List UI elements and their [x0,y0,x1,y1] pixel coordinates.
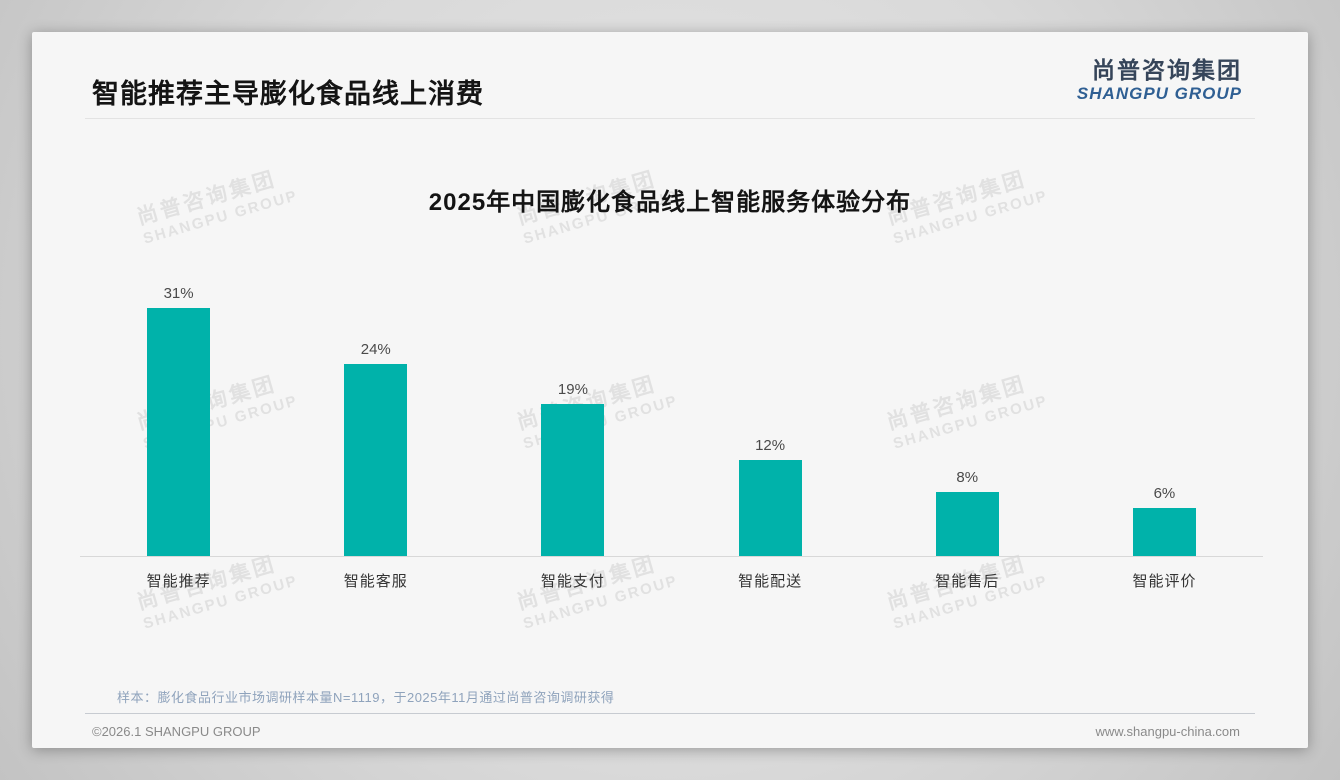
bar-group: 6% [1066,485,1263,556]
category-axis: 智能推荐 智能客服 智能支付 智能配送 智能售后 智能评价 [80,570,1263,591]
bar-value-label: 19% [557,381,588,398]
bar-value-label: 31% [163,285,194,302]
chart-title: 2025年中国膨化食品线上智能服务体验分布 [428,189,912,216]
bar [147,308,211,556]
copyright-text: ©2026.1 SHANGPU GROUP [92,724,261,739]
bar [344,364,408,556]
category-label: 智能客服 [343,573,408,590]
category-label: 智能支付 [540,573,605,590]
bar-chart-plot-area: 31% 24% 19% 12% 8% 6% [80,272,1263,557]
logo-chinese-text: 尚普咨询集团 [1092,57,1242,83]
bar-group: 24% [277,341,474,556]
category-label: 智能售后 [935,573,1000,590]
logo-english-text: SHANGPU GROUP [1076,84,1242,104]
slide-card: 智能推荐主导膨化食品线上消费 尚普咨询集团 SHANGPU GROUP 尚普咨询… [32,32,1308,748]
bar-value-label: 6% [1153,485,1176,502]
bar-value-label: 12% [755,437,786,454]
bar-group: 12% [672,437,869,556]
category-label: 智能评价 [1132,573,1197,590]
footer-divider [85,713,1255,714]
bar [1132,508,1196,556]
company-logo: 尚普咨询集团 SHANGPU GROUP [1076,57,1242,104]
bar [541,404,605,556]
bar-group: 31% [80,285,277,556]
bar [935,492,999,556]
page-title: 智能推荐主导膨化食品线上消费 [92,79,484,109]
bar-group: 19% [474,381,671,556]
bar-group: 8% [869,469,1066,556]
website-url: www.shangpu-china.com [1095,724,1240,739]
category-label: 智能推荐 [146,573,211,590]
category-label: 智能配送 [738,573,803,590]
sample-footnote: 样本：膨化食品行业市场调研样本量N=1119，于2025年11月通过尚普咨询调研… [117,690,615,705]
header-divider [85,118,1255,119]
bar-value-label: 8% [956,469,979,486]
bar-value-label: 24% [360,341,391,358]
bar [738,460,802,556]
